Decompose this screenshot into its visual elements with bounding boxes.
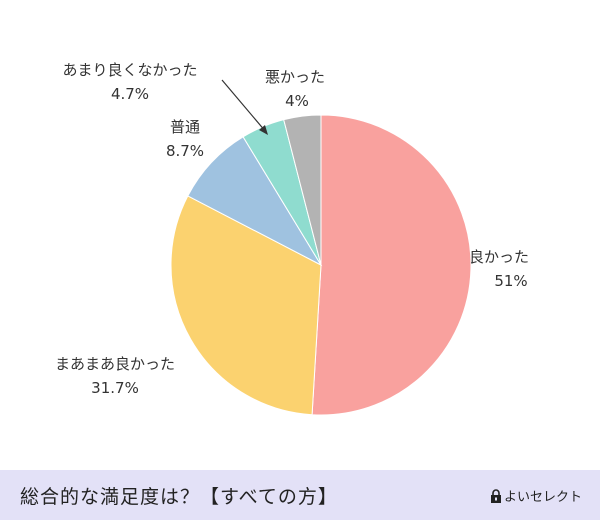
slice-label-良かった: 良かった (469, 248, 529, 266)
brand-name: よいセレクト (503, 490, 582, 505)
footer-bar: 総合的な満足度は？【すべての方】 よいセレクト (0, 470, 600, 520)
pie-slice-まあまあ良かった (170, 195, 322, 416)
brand-logo: よいセレクト (490, 486, 582, 505)
slice-label-悪かった: 悪かった (265, 68, 325, 86)
chart-title: 総合的な満足度は？【すべての方】 (20, 486, 338, 508)
lock-icon (490, 488, 501, 503)
pie-chart: 良かった 51% まあまあ良かった 31.7% 普通 8.7% あまり良くなかっ… (55, 61, 529, 416)
slice-value-普通: 8.7% (166, 142, 204, 160)
slice-value-良かった: 51% (494, 272, 527, 290)
pie-slice-良かった (311, 114, 472, 416)
leader-line-あまり良くなかった (221, 79, 267, 133)
slice-value-あまり良くなかった: 4.7% (111, 85, 149, 103)
slice-value-悪かった: 4% (285, 92, 309, 110)
slice-label-普通: 普通 (170, 118, 200, 136)
slice-label-あまり良くなかった: あまり良くなかった (62, 61, 197, 79)
slice-value-まあまあ良かった: 31.7% (91, 379, 139, 397)
pie-slice-悪かった (283, 114, 322, 266)
pie-slice-普通 (187, 136, 323, 267)
slice-label-まあまあ良かった: まあまあ良かった (55, 355, 175, 373)
leader-arrowhead (259, 125, 268, 135)
